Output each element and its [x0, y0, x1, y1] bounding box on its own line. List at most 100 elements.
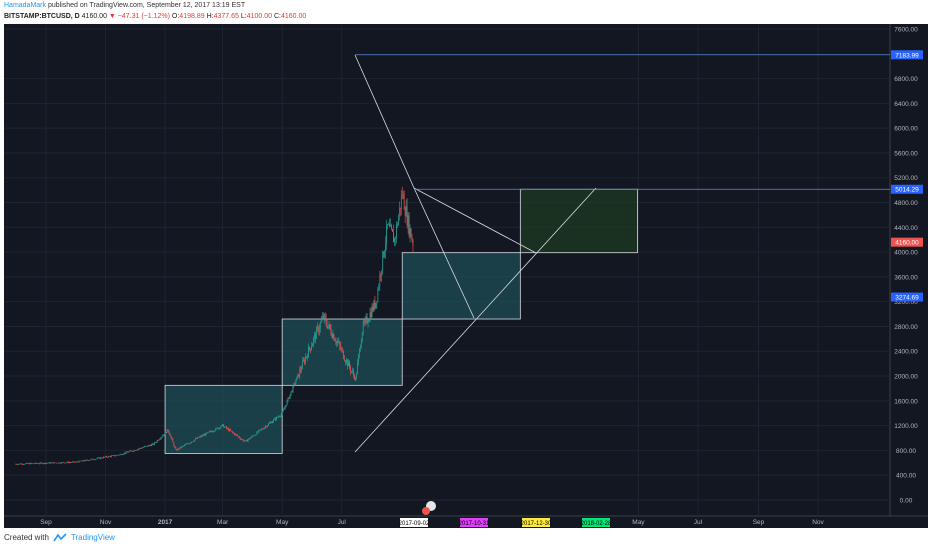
candle-body [61, 462, 62, 464]
candle-body [411, 237, 413, 241]
event-icon[interactable] [422, 501, 436, 515]
candle-body [369, 312, 371, 320]
candle-body [332, 334, 334, 338]
candle-body [299, 369, 301, 377]
candle-body [135, 450, 137, 451]
candle-body [310, 348, 311, 350]
candle-body [259, 429, 261, 431]
event-icon-flag[interactable] [422, 507, 430, 515]
candle-body [51, 462, 53, 464]
candle-body [272, 421, 273, 424]
time-axis[interactable]: Sep Nov 2017 Mar May Jul May Jul Sep Nov [40, 519, 824, 526]
candle-body [73, 461, 75, 463]
candle-body [176, 449, 178, 451]
candle-body [189, 443, 190, 444]
fan-line-upper[interactable] [354, 54, 415, 189]
candle-body [410, 228, 412, 238]
candle-body [277, 416, 279, 418]
candle-body [91, 458, 93, 460]
price-tick-label: 400.00 [896, 473, 916, 480]
candle-body [105, 456, 106, 458]
candle-body [186, 443, 187, 445]
consolidation-box[interactable] [281, 318, 403, 386]
candle-body [379, 275, 381, 287]
low-label: L: [240, 13, 247, 20]
candle-body [412, 240, 414, 246]
candle-body [74, 462, 76, 463]
date-marker-label: 2017-10-31 [459, 521, 490, 527]
candle-body [103, 456, 104, 459]
candle-body [120, 454, 122, 455]
candle-body [403, 194, 405, 210]
candle-body [241, 439, 243, 440]
candle-body [194, 438, 196, 440]
candle-body [81, 460, 83, 462]
range-boxes[interactable] [164, 188, 638, 454]
candle-body [23, 464, 24, 465]
date-markers: 2017-09-02 2017-10-31 2017-12-30 2018-02-28 [399, 518, 612, 527]
candle-body [211, 431, 213, 433]
candle-body [190, 442, 191, 444]
candle-body [121, 454, 123, 456]
consolidation-box[interactable] [164, 384, 283, 454]
candle-body [394, 238, 395, 243]
candle-body [269, 422, 270, 424]
created-with-label: Created with [4, 533, 49, 542]
candle-body [136, 450, 138, 451]
trend-lines[interactable] [354, 54, 890, 453]
candle-body [111, 455, 112, 457]
fan-line-lower[interactable] [413, 187, 475, 319]
close-value: 4160.00 [280, 13, 307, 20]
author-link[interactable]: HamadaMark [4, 2, 47, 9]
candle-body [229, 429, 230, 431]
candle-body [290, 391, 292, 395]
diagonal-trend-line[interactable] [354, 187, 597, 453]
candle-body [358, 348, 360, 356]
candle-body [255, 434, 257, 436]
candle-body [159, 438, 161, 440]
candle-body [351, 371, 352, 372]
candle-body [356, 362, 358, 374]
candle-body [334, 340, 336, 342]
candle-body [273, 419, 274, 422]
candle-body [263, 428, 264, 430]
candle-body [250, 437, 252, 439]
candle-body [247, 439, 249, 442]
projection-box[interactable] [519, 188, 638, 254]
grid [4, 24, 890, 516]
candle-body [233, 432, 234, 434]
price-axis-background[interactable] [890, 24, 928, 516]
candle-body [402, 194, 404, 196]
candle-body [50, 462, 52, 464]
high-value: 4377.65 [213, 13, 239, 20]
candle-body [388, 223, 389, 225]
price-axis[interactable]: 7600.00 6800.00 6400.00 6000.00 5600.00 5200.… [894, 27, 918, 505]
candle-body [324, 314, 326, 318]
candle-body [58, 462, 60, 464]
candle-body [15, 464, 17, 465]
candle-body [130, 450, 132, 452]
fan-line-to-target[interactable] [413, 187, 537, 254]
candle-body [397, 224, 398, 226]
low-value: 4100.00 [246, 13, 272, 20]
candle-body [212, 431, 214, 432]
candle-body [401, 195, 403, 197]
tradingview-link[interactable]: TradingView [70, 533, 115, 542]
candle-body [319, 322, 321, 329]
candle-body [95, 458, 97, 460]
candle-body [98, 457, 100, 459]
candle-body [296, 376, 298, 381]
candle-body [205, 432, 207, 436]
candle-body [204, 434, 206, 436]
candle-body [348, 361, 349, 367]
candle-body [208, 431, 210, 433]
high-label: H: [206, 13, 214, 20]
candle-body [260, 429, 262, 431]
symbol-name[interactable]: BITSTAMP:BTCUSD, D [4, 13, 80, 20]
candle-body [142, 447, 143, 449]
consolidation-box[interactable] [401, 252, 521, 320]
candle-body [164, 431, 166, 435]
candles [15, 186, 414, 465]
candle-body [149, 445, 150, 446]
